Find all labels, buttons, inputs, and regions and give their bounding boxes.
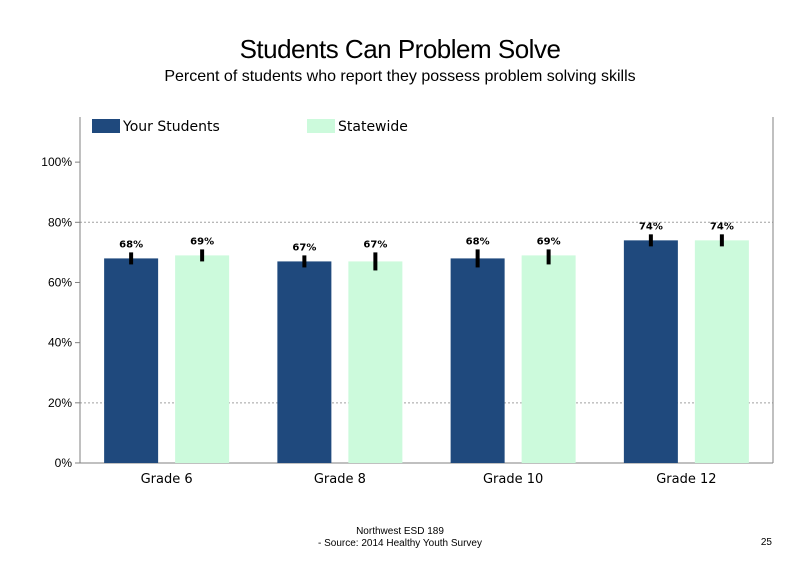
y-tick-label: 100% <box>41 155 72 169</box>
footer-organization: Northwest ESD 189 <box>356 526 444 537</box>
data-label-statewide: 69% <box>537 236 561 247</box>
y-tick-label: 40% <box>48 336 72 350</box>
legend-swatch-statewide <box>307 119 335 133</box>
bar-your-students <box>623 240 678 463</box>
bar-your-students <box>277 261 332 463</box>
data-label-statewide: 74% <box>710 221 734 232</box>
legend-swatch-your-students <box>92 119 120 133</box>
footer: Northwest ESD 189 - Source: 2014 Healthy… <box>0 526 800 550</box>
data-label-statewide: 69% <box>190 236 214 247</box>
data-label-statewide: 67% <box>363 239 387 250</box>
y-tick-label: 80% <box>48 215 72 229</box>
x-tick-label: Grade 8 <box>314 472 366 487</box>
x-tick-label: Grade 10 <box>483 472 543 487</box>
data-label-your-students: 74% <box>639 221 663 232</box>
y-tick-label: 20% <box>48 396 72 410</box>
bar-statewide <box>348 261 403 463</box>
x-tick-label: Grade 6 <box>141 472 193 487</box>
footer-source: - Source: 2014 Healthy Youth Survey <box>318 538 482 549</box>
bar-statewide <box>175 255 230 463</box>
bar-your-students <box>104 258 159 463</box>
slide-title: Students Can Problem Solve <box>239 34 561 64</box>
y-tick-label: 60% <box>48 275 72 289</box>
slide-subtitle: Percent of students who report they poss… <box>164 68 636 85</box>
x-tick-label: Grade 12 <box>656 472 716 487</box>
legend-label-your-students: Your Students <box>122 119 220 135</box>
data-label-your-students: 68% <box>466 236 490 247</box>
y-tick-label: 0% <box>55 456 73 470</box>
bar-statewide <box>521 255 576 463</box>
data-label-your-students: 67% <box>292 242 316 253</box>
legend-label-statewide: Statewide <box>338 119 408 135</box>
data-label-your-students: 68% <box>119 239 143 250</box>
bar-statewide <box>694 240 749 463</box>
bar-your-students <box>450 258 505 463</box>
page-number: 25 <box>760 537 772 548</box>
